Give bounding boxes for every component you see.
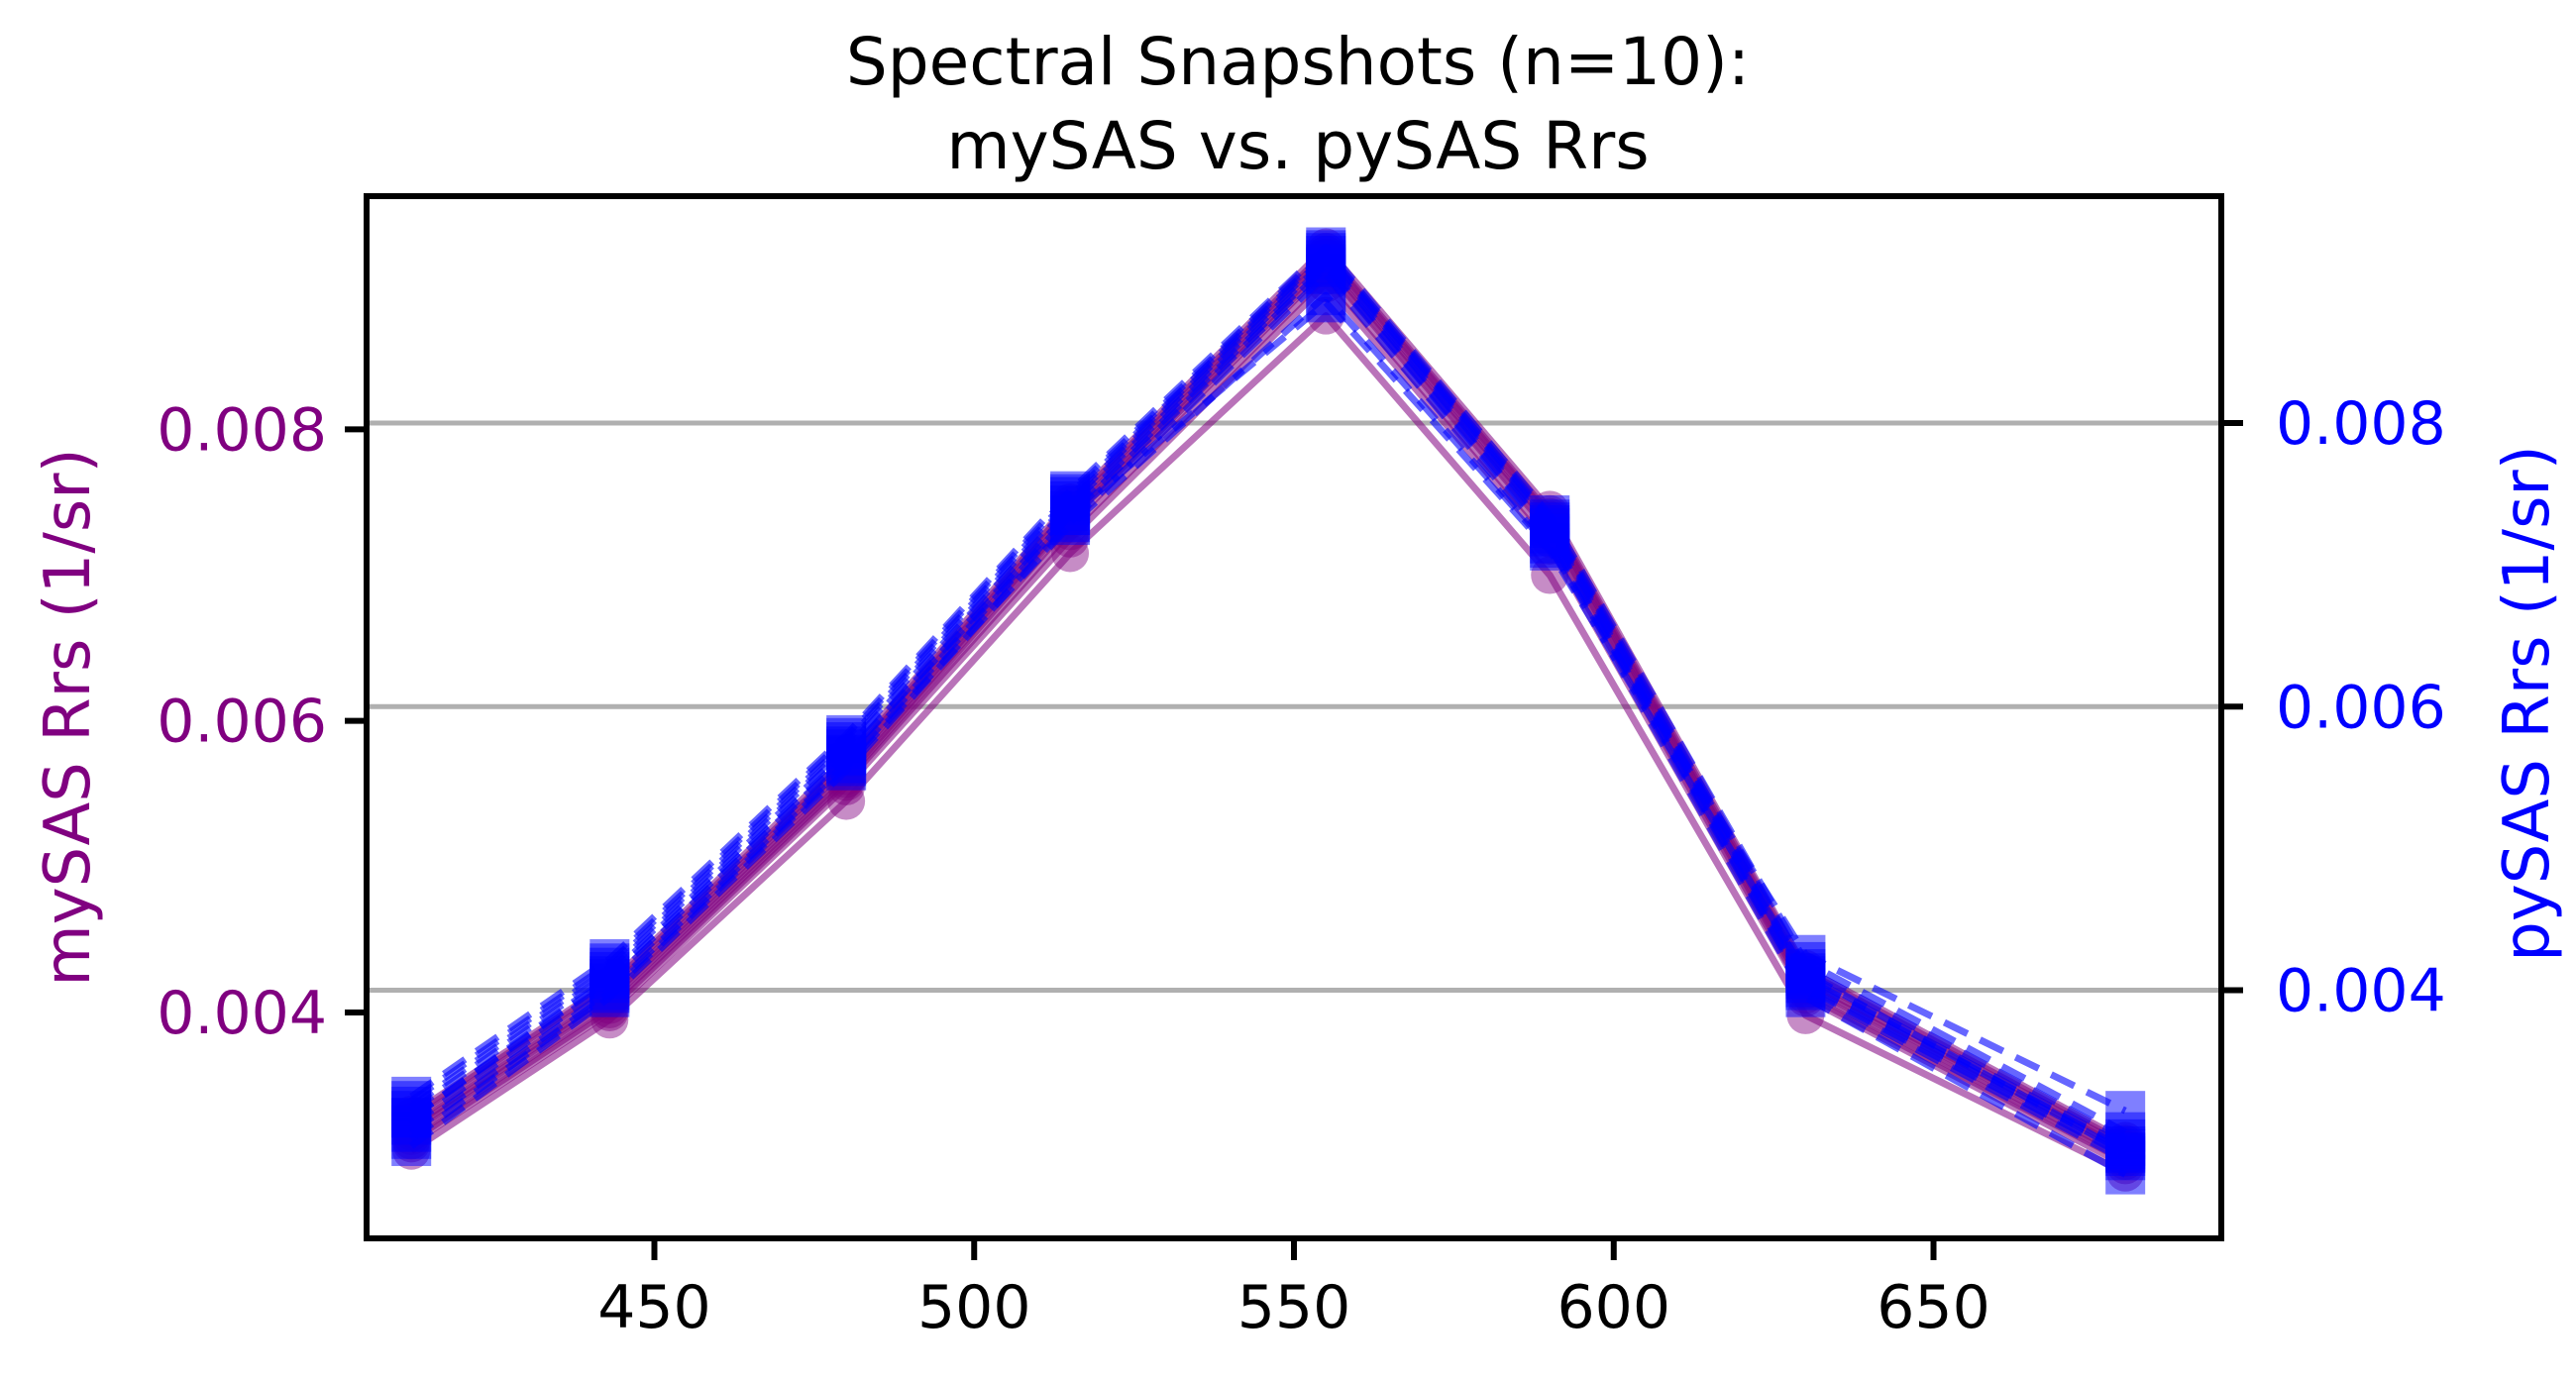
mysas-series-group: [392, 228, 2145, 1192]
x-axis: 450 500 550 600 650: [597, 1238, 1990, 1342]
pysas-series-line: [409, 246, 2127, 1142]
x-tick-label: 450: [597, 1273, 711, 1342]
pysas-point: [1050, 505, 1091, 546]
chart-title-line2: mySAS vs. pySAS Rrs: [946, 108, 1649, 184]
right-y-axis-label: pySAS Rrs (1/sr): [2491, 445, 2564, 961]
pysas-point: [1785, 934, 1826, 975]
pysas-point: [2105, 1133, 2146, 1174]
mysas-series-line: [409, 279, 2127, 1169]
left-y-axis-label: mySAS Rrs (1/sr): [32, 448, 105, 986]
pysas-series-line: [409, 261, 2127, 1160]
pysas-point: [1306, 275, 1346, 316]
right-tick-label: 0.004: [2276, 957, 2446, 1026]
pysas-point: [826, 746, 867, 787]
pysas-series-line: [409, 298, 2127, 1157]
x-tick-label: 500: [917, 1273, 1031, 1342]
right-y-axis: 0.004 0.006 0.008: [2221, 389, 2446, 1026]
left-y-axis: 0.004 0.006 0.008: [157, 395, 367, 1048]
pysas-series-line: [409, 249, 2127, 1150]
right-tick-label: 0.006: [2276, 673, 2446, 742]
mysas-series-line: [409, 312, 2127, 1176]
pysas-point: [391, 1118, 432, 1159]
pysas-series-group: [391, 227, 2146, 1195]
chart-title-line1: Spectral Snapshots (n=10):: [846, 24, 1750, 100]
mysas-series-line: [409, 272, 2127, 1165]
right-axis-gridlines: [367, 420, 2221, 994]
pysas-series-line: [409, 291, 2127, 1142]
pysas-point: [2105, 1091, 2146, 1131]
x-tick-label: 550: [1237, 1273, 1351, 1342]
pysas-point: [1530, 527, 1570, 568]
x-tick-label: 600: [1556, 1273, 1670, 1342]
right-tick-label: 0.008: [2276, 389, 2446, 459]
left-tick-label: 0.004: [157, 979, 327, 1048]
pysas-series-line: [409, 270, 2127, 1178]
left-tick-label: 0.006: [157, 688, 327, 757]
pysas-point: [590, 973, 630, 1013]
pysas-point: [1306, 227, 1346, 267]
pysas-series-line: [409, 252, 2127, 1152]
left-tick-label: 0.008: [157, 395, 327, 465]
x-tick-label: 650: [1877, 1273, 1990, 1342]
